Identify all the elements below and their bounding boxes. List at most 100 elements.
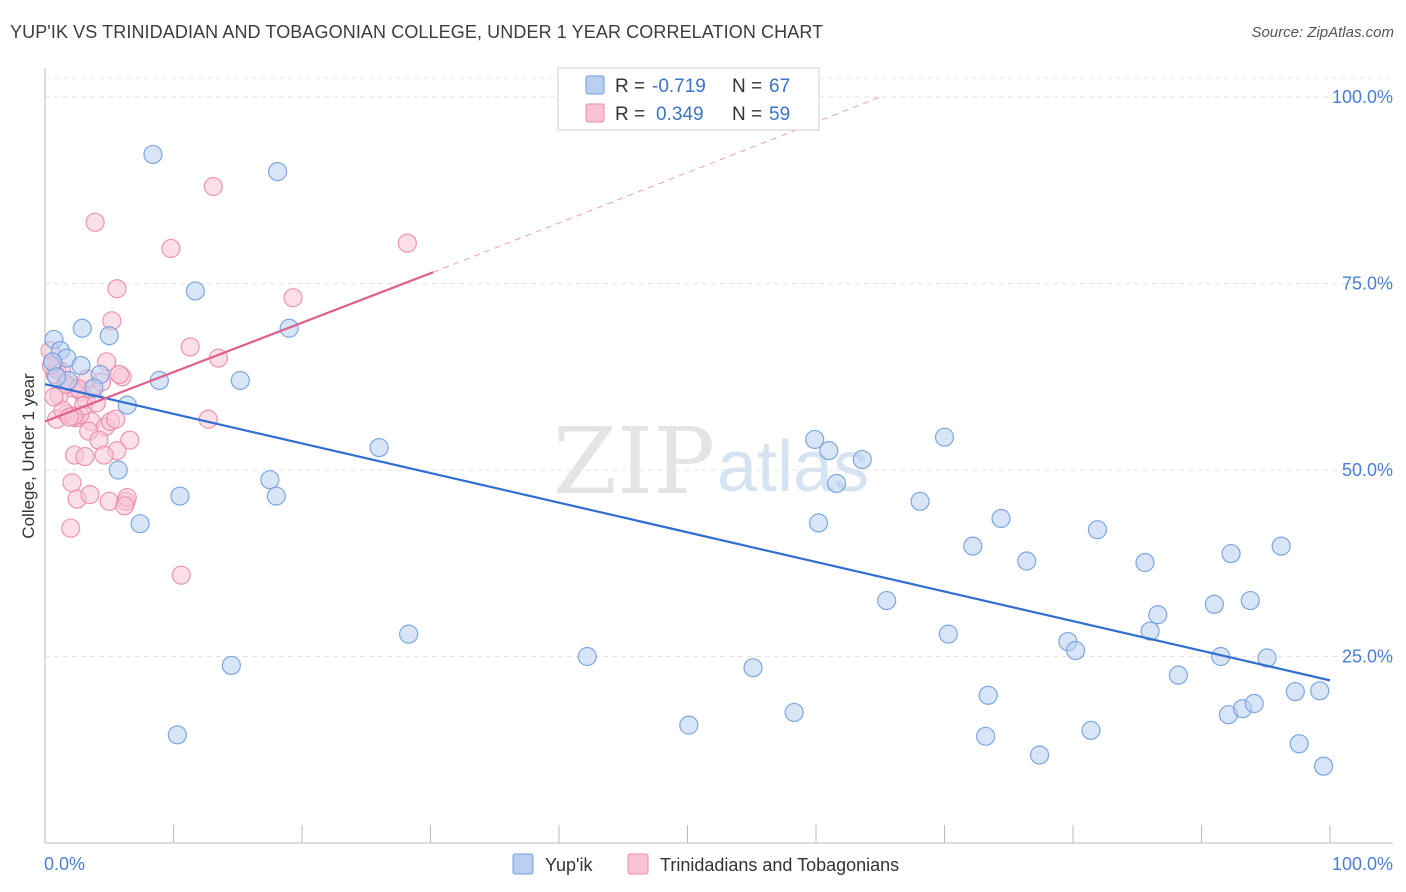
yupik-point-52 <box>1168 665 1188 685</box>
yupik-point-48 <box>1087 520 1108 540</box>
legend-trinidadians-r-label: R = <box>615 104 645 125</box>
trinidadians-point-34 <box>107 279 127 299</box>
yupik-point-39 <box>963 536 983 556</box>
yupik-point-26 <box>577 646 597 667</box>
yupik-point-46 <box>1065 640 1086 661</box>
trinidadians-point-52 <box>109 364 130 385</box>
top-legend: R = -0.719 N = 67 R = 0.349 N = 59 <box>557 67 820 131</box>
yupik-point-18 <box>170 486 190 506</box>
yupik-point-15 <box>230 370 250 391</box>
trinidadians-point-31 <box>85 212 105 232</box>
trinidadians-trend-line <box>44 271 434 423</box>
legend-trinidadians-r-value: 0.349 <box>656 104 704 125</box>
y-tick-label-75: 75.0% <box>1342 274 1393 294</box>
legend-swatch-trinidadians <box>585 103 605 123</box>
legend-yupik-r-label: R = <box>615 76 645 97</box>
watermark-atlas: atlas <box>717 427 869 507</box>
trinidadians-point-30 <box>61 518 81 538</box>
x-tick-label-max: 100.0% <box>1332 854 1393 874</box>
legend-yupik-r-value: -0.719 <box>652 76 706 97</box>
yupik-point-59 <box>1257 648 1277 668</box>
yupik-point-44 <box>1029 745 1050 765</box>
y-tick-label-50: 50.0% <box>1342 460 1393 480</box>
trinidadians-point-47 <box>171 565 191 585</box>
trinidadians-point-56 <box>115 496 135 516</box>
yupik-point-32 <box>819 441 839 461</box>
yupik-point-29 <box>784 702 804 723</box>
yupik-point-6 <box>143 144 163 165</box>
legend-yupik-n-label: N = <box>732 76 762 97</box>
source-label: Source: ZipAtlas.com <box>1251 24 1394 41</box>
yupik-point-24 <box>221 655 241 676</box>
yupik-point-4 <box>72 318 92 338</box>
yupik-point-34 <box>852 449 872 470</box>
bottom-legend-trinidadians-label: Trinidadians and Tobagonians <box>660 855 899 875</box>
yupik-point-50 <box>1140 621 1160 641</box>
yupik-point-31 <box>808 513 829 533</box>
yupik-point-30 <box>805 429 825 450</box>
trinidadians-point-16 <box>106 409 126 429</box>
yupik-point-42 <box>991 508 1011 529</box>
yupik-point-17 <box>108 460 128 480</box>
yupik-point-25 <box>399 624 419 644</box>
legend-swatch-yupik <box>585 75 605 95</box>
watermark-zip: ZIP <box>553 408 715 515</box>
yupik-point-64 <box>1313 756 1334 776</box>
trinidadians-point-21 <box>120 430 140 450</box>
trinidadians-point-55 <box>59 407 80 427</box>
yupik-point-36 <box>910 491 930 511</box>
trinidadians-point-54 <box>44 387 64 407</box>
trinidadians-point-33 <box>161 238 181 259</box>
yupik-point-53 <box>1204 594 1224 614</box>
yupik-point-66 <box>46 367 67 387</box>
y-axis-label: College, Under 1 year <box>19 373 38 539</box>
yupik-point-43 <box>1017 551 1037 571</box>
yupik-point-65 <box>1221 543 1241 564</box>
trinidadians-point-23 <box>94 445 114 465</box>
gridlines <box>45 77 1393 657</box>
yupik-point-23 <box>167 725 187 745</box>
yupik-point-40 <box>976 726 996 746</box>
trinidadians-point-24 <box>62 473 82 493</box>
yupik-point-49 <box>1135 552 1155 573</box>
trinidadians-point-32 <box>203 176 223 197</box>
yupik-point-21 <box>130 514 150 534</box>
yupik-point-7 <box>267 162 288 182</box>
yupik-point-20 <box>266 486 286 506</box>
yupik-point-41 <box>978 685 998 705</box>
bottom-legend-swatch-trinidadians <box>627 853 649 875</box>
yupik-point-51 <box>1148 605 1168 625</box>
trinidadians-point-20 <box>75 446 95 467</box>
y-tick-label-100: 100.0% <box>1332 87 1393 107</box>
yupik-point-13 <box>84 378 104 398</box>
yupik-point-19 <box>260 470 280 490</box>
bottom-legend: Yup'ik Trinidadians and Tobagonians <box>512 853 899 875</box>
legend-yupik-n-value: 67 <box>769 76 790 97</box>
trinidadians-point-35 <box>283 288 303 308</box>
yupik-point-33 <box>826 473 847 494</box>
yupik-point-62 <box>1289 734 1309 754</box>
yupik-point-38 <box>938 624 958 644</box>
yupik-point-58 <box>1240 590 1260 611</box>
y-tick-label-25: 25.0% <box>1342 647 1393 667</box>
chart-title: YUP'IK VS TRINIDADIAN AND TOBAGONIAN COL… <box>10 22 824 42</box>
trinidadians-point-37 <box>180 337 200 357</box>
yupik-point-22 <box>369 438 389 458</box>
bottom-legend-swatch-yupik <box>512 853 534 875</box>
yupik-point-37 <box>934 427 955 447</box>
yupik-point-8 <box>185 281 205 301</box>
legend-trinidadians-n-value: 59 <box>769 104 790 125</box>
yupik-point-47 <box>1081 720 1101 740</box>
yupik-point-10 <box>71 355 91 376</box>
yupik-point-35 <box>877 590 897 611</box>
yupik-point-60 <box>1271 536 1291 556</box>
yupik-point-28 <box>743 658 763 678</box>
x-axis-ticks <box>44 825 1331 843</box>
yupik-point-57 <box>1244 693 1264 714</box>
yupik-point-27 <box>679 715 699 735</box>
y-tick-labels: 25.0% 50.0% 75.0% 100.0% <box>1332 87 1393 667</box>
trinidadians-point-26 <box>80 485 100 505</box>
trinidadians-point-40 <box>397 233 417 253</box>
yupik-point-61 <box>1285 681 1305 702</box>
